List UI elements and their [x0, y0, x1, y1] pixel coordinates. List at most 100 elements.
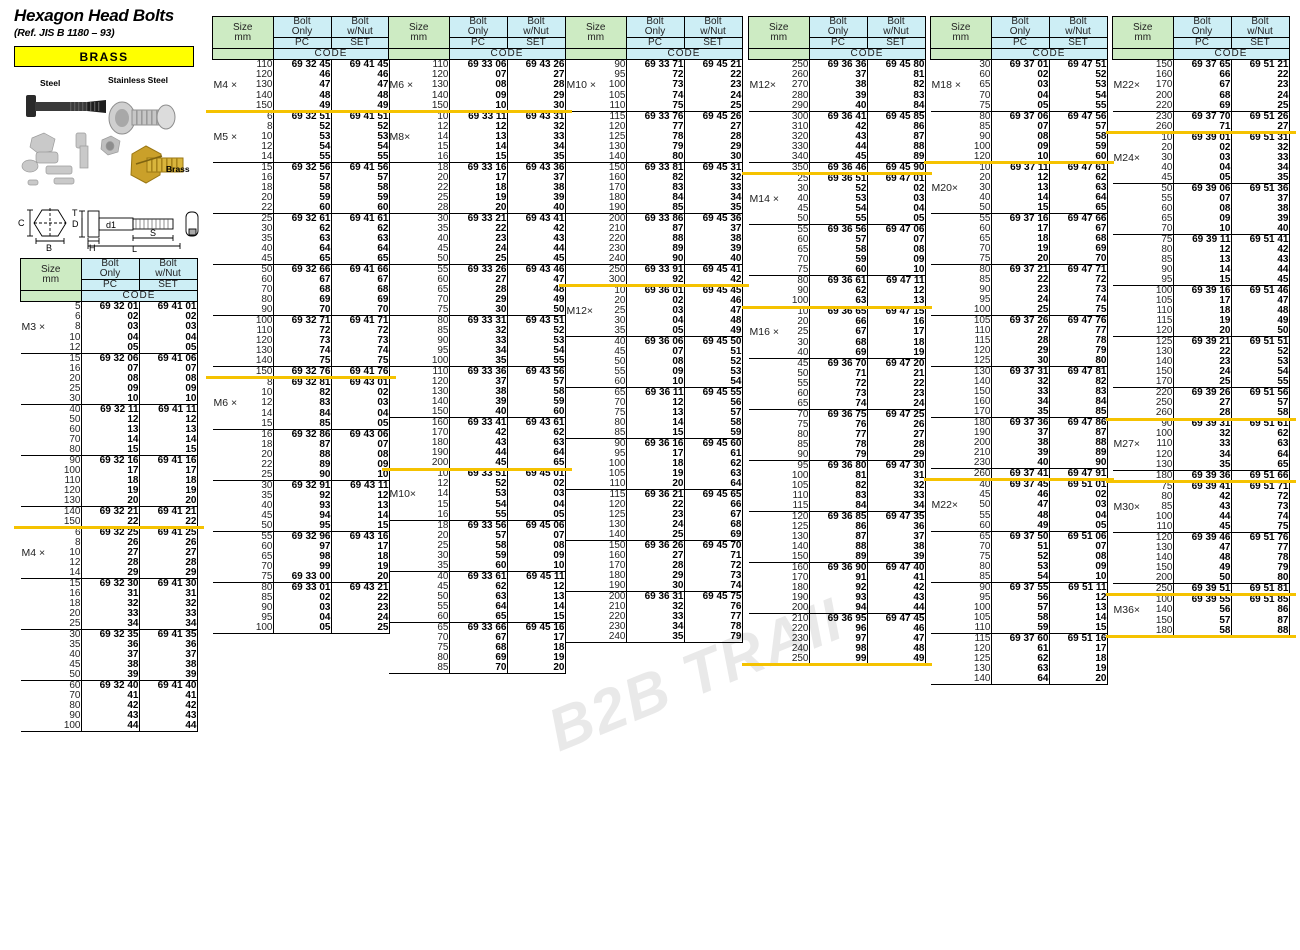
- cell-size: 300: [748, 111, 810, 122]
- header-bolt-wnut: Bolt w/Nut: [506, 16, 566, 38]
- cell-code-bolt-only: 69 33 26: [449, 264, 508, 275]
- size-series-divider: [382, 467, 572, 471]
- cell-code-bolt-only: 69 36 85: [809, 511, 868, 522]
- cell-size: 220: [565, 233, 627, 244]
- cell-size: 10: [388, 468, 450, 479]
- cell-size: 130: [20, 495, 82, 507]
- cell-code-bolt-wnut: 63: [684, 469, 743, 479]
- cell-code-bolt-only: 69 33 56: [449, 520, 508, 531]
- cell-code-bolt-only: 18: [449, 183, 508, 193]
- cell-size: 20: [388, 173, 450, 183]
- table-row: M30× 85 43 73: [1112, 501, 1290, 512]
- cell-code-bolt-only: 38: [809, 80, 868, 91]
- cell-code-bolt-only: 78: [626, 131, 685, 142]
- cell-code-bolt-wnut: 70: [1049, 254, 1108, 265]
- cell-size: M5 × 10: [212, 130, 274, 143]
- cell-code-bolt-wnut: 21: [867, 368, 926, 379]
- cell-size: 30: [388, 550, 450, 561]
- cell-size: 130: [1112, 543, 1174, 553]
- cell-size: 60: [212, 275, 274, 285]
- table-row: 210 39 89: [930, 448, 1108, 458]
- cell-code-bolt-wnut: 48: [331, 90, 390, 101]
- table-row: 120 22 66: [565, 500, 743, 510]
- table-row: 100 05 25: [212, 622, 390, 634]
- cell-code-bolt-only: 13: [1173, 255, 1232, 265]
- cell-code-bolt-only: 91: [809, 572, 868, 583]
- size-series-divider: [206, 375, 396, 379]
- table-row: 130 20 20: [20, 495, 198, 507]
- cell-size: 140: [212, 356, 274, 367]
- cell-size: 18: [388, 520, 450, 531]
- cell-code-bolt-wnut: 69 51 76: [1231, 532, 1290, 543]
- cell-size: 250: [1112, 398, 1174, 408]
- table-row: 115 28 78: [930, 336, 1108, 346]
- cell-size: 90: [20, 711, 82, 721]
- cell-size: 90: [748, 449, 810, 461]
- header-bolt-only: Bolt Only: [272, 16, 332, 38]
- cell-code-bolt-only: 50: [1173, 573, 1232, 584]
- cell-code-bolt-wnut: 09: [867, 255, 926, 265]
- cell-code-bolt-wnut: 29: [139, 568, 198, 579]
- table-row: 18 69 33 56 69 45 06: [388, 520, 566, 531]
- cell-code-bolt-only: 14: [449, 142, 508, 152]
- cell-size: 125: [565, 131, 627, 142]
- cell-code-bolt-wnut: 07: [867, 235, 926, 245]
- cell-code-bolt-wnut: 61: [684, 449, 743, 459]
- cell-code-bolt-wnut: 69 43 26: [507, 59, 566, 70]
- table-row: 140 25 69: [565, 530, 743, 541]
- cell-code-bolt-only: 92: [273, 490, 332, 501]
- table-row: 25 19 39: [388, 193, 566, 203]
- cell-code-bolt-only: 69 36 31: [626, 591, 685, 602]
- cell-code-bolt-wnut: 76: [684, 602, 743, 612]
- cell-size: 200: [748, 602, 810, 614]
- cell-code-bolt-wnut: 17: [867, 327, 926, 338]
- table-row: 45 07 51: [565, 347, 743, 357]
- cell-code-bolt-only: 62: [991, 653, 1050, 664]
- table-row: 70 04 54: [930, 90, 1108, 101]
- cell-size: 90: [565, 438, 627, 449]
- cell-code-bolt-only: 69 33 41: [449, 417, 508, 428]
- size-series-divider: [1106, 479, 1296, 483]
- cell-code-bolt-only: 69 33 06: [449, 59, 508, 70]
- cell-size: 115: [565, 111, 627, 122]
- cell-size: 85: [930, 571, 992, 583]
- cell-size: 75: [212, 571, 274, 583]
- cell-code-bolt-only: 99: [273, 561, 332, 572]
- cell-size: 125: [748, 521, 810, 532]
- cell-code-bolt-wnut: 08: [1049, 551, 1108, 562]
- cell-code-bolt-wnut: 05: [867, 214, 926, 225]
- header-code: CODE: [80, 290, 198, 302]
- table-row: 30 59 09: [388, 550, 566, 561]
- cell-size: 90: [565, 59, 627, 70]
- table-row: 35 60 10: [388, 560, 566, 572]
- table-row: 20 08 08: [20, 373, 198, 384]
- cell-code-bolt-wnut: 78: [1049, 336, 1108, 346]
- cell-size: 15: [212, 162, 274, 173]
- cell-size: 110: [212, 326, 274, 336]
- bolt-code-table-col2: Size mm Bolt Only Bolt w/Nut PC SET CODE 110 69 32…: [212, 16, 390, 634]
- cell-code-bolt-only: 30: [626, 581, 685, 592]
- cell-code-bolt-wnut: 49: [507, 295, 566, 305]
- table-row: 50 95 15: [212, 520, 390, 532]
- cell-code-bolt-only: 05: [1173, 173, 1232, 184]
- cell-size: 16: [20, 363, 82, 374]
- cell-size: 20: [20, 609, 82, 619]
- cell-code-bolt-only: 14: [626, 418, 685, 428]
- table-row: 85 13 43: [1112, 255, 1290, 265]
- cell-code-bolt-wnut: 69 47 20: [867, 358, 926, 369]
- cell-code-bolt-wnut: 12: [139, 414, 198, 425]
- table-row: 10 82 02: [212, 388, 390, 398]
- table-row: 25 58 08: [388, 540, 566, 551]
- cell-size: 60: [20, 424, 82, 435]
- cell-size: M22× 170: [1112, 79, 1174, 91]
- cell-code-bolt-wnut: 15: [1049, 622, 1108, 634]
- cell-code-bolt-only: 45: [1173, 522, 1232, 533]
- cell-code-bolt-wnut: 58: [1049, 131, 1108, 142]
- cell-size: 20: [388, 530, 450, 541]
- cell-code-bolt-wnut: 37: [139, 650, 198, 660]
- cell-code-bolt-wnut: 24: [867, 398, 926, 410]
- table-row: 130 69 37 31 69 47 81: [930, 366, 1108, 377]
- cell-code-bolt-wnut: 55: [1231, 377, 1290, 388]
- table-row: 90 70 70: [212, 305, 390, 316]
- cell-code-bolt-wnut: 12: [867, 286, 926, 296]
